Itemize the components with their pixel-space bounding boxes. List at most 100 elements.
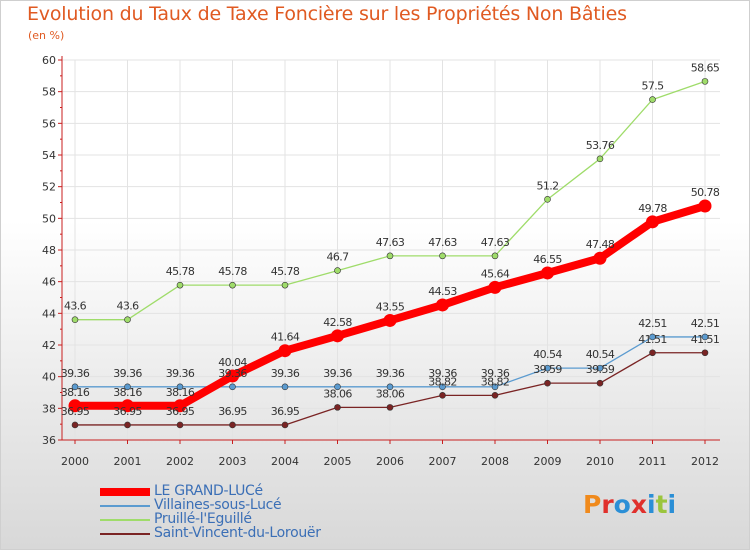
data-label: 36.95 — [218, 405, 247, 418]
series-point — [596, 364, 604, 372]
legend-swatch — [100, 533, 150, 535]
series-point — [488, 280, 502, 294]
data-label: 51.2 — [536, 179, 558, 192]
series-point — [646, 215, 659, 229]
data-label: 36.95 — [61, 405, 90, 418]
series-point — [383, 313, 397, 327]
data-label: 39.36 — [166, 367, 195, 380]
series-point — [649, 333, 656, 341]
series-point — [68, 399, 82, 413]
series-point — [439, 252, 446, 260]
series-point — [71, 383, 79, 391]
logo-letter: i — [647, 490, 656, 519]
x-tick-label: 2005 — [324, 455, 352, 468]
data-label: 36.95 — [166, 405, 195, 418]
x-tick-label: 2001 — [114, 455, 142, 468]
series-point — [334, 267, 341, 274]
proxiti-logo: Proxiti — [583, 490, 676, 519]
data-label: 39.36 — [376, 367, 405, 380]
x-tick-label: 2006 — [376, 455, 404, 468]
logo-letter: r — [601, 490, 614, 519]
data-label: 42.51 — [638, 317, 667, 330]
data-label: 53.76 — [586, 139, 615, 152]
series-point — [121, 399, 134, 413]
y-tick-label: 38 — [42, 402, 56, 415]
series-point — [331, 329, 344, 343]
data-label: 47.63 — [428, 236, 457, 249]
legend-swatch — [100, 488, 150, 496]
logo-letter: i — [667, 490, 677, 519]
series-point — [124, 421, 131, 429]
data-label: 46.55 — [533, 253, 562, 266]
series-point — [124, 316, 131, 323]
series-point — [334, 404, 341, 411]
x-tick-label: 2009 — [534, 455, 562, 468]
series-point — [176, 383, 184, 391]
data-label: 45.64 — [481, 267, 510, 280]
legend-swatch — [100, 519, 150, 521]
data-label: 36.95 — [271, 405, 300, 418]
data-label: 39.36 — [113, 367, 142, 380]
series-layer — [68, 78, 712, 429]
series-point — [71, 316, 79, 323]
series-point — [386, 383, 394, 391]
series-point — [176, 421, 184, 429]
data-label: 39.36 — [481, 367, 510, 380]
x-tick-label: 2012 — [691, 455, 719, 468]
series-point — [278, 344, 292, 358]
data-label: 47.48 — [586, 238, 615, 251]
x-tick-label: 2007 — [429, 455, 457, 468]
data-label: 39.59 — [533, 363, 562, 376]
series-point — [596, 155, 604, 163]
series-point — [386, 252, 394, 260]
logo-letter: t — [655, 490, 668, 519]
series-point — [541, 266, 554, 280]
chart-title: Evolution du Taux de Taxe Foncière sur l… — [27, 3, 627, 25]
legend-label: Pruillé-l'Eguillé — [154, 511, 252, 527]
data-label: 41.51 — [638, 333, 667, 346]
data-label: 38.82 — [481, 375, 510, 388]
data-labels: 38.16 38.16 38.16 40.04 41.64 42.58 43.55 44.53… — [61, 61, 721, 418]
series-point — [436, 298, 449, 312]
data-label: 47.63 — [376, 236, 405, 249]
series-point — [124, 383, 131, 391]
series-point — [281, 281, 289, 289]
series-point — [226, 369, 239, 383]
y-tick-label: 36 — [42, 434, 56, 447]
series-point — [334, 383, 341, 391]
y-tick-label: 42 — [42, 339, 56, 352]
series-point — [544, 364, 551, 372]
series-point — [491, 383, 499, 391]
data-label: 38.06 — [376, 387, 405, 400]
series-point — [491, 392, 499, 399]
series-point — [701, 78, 709, 85]
series-point — [544, 379, 551, 387]
data-label: 38.82 — [428, 375, 457, 388]
x-tick-label: 2010 — [586, 455, 614, 468]
series-point — [544, 196, 551, 203]
data-label: 49.78 — [638, 202, 667, 215]
series-point — [701, 349, 709, 357]
series-point — [176, 281, 184, 289]
data-label: 39.59 — [586, 363, 615, 376]
data-label: 39.36 — [61, 367, 90, 380]
data-label: 41.64 — [271, 331, 300, 344]
data-label: 58.65 — [691, 61, 720, 74]
data-label: 40.54 — [533, 348, 562, 361]
y-tick-label: 58 — [42, 86, 56, 99]
series-point — [71, 421, 79, 429]
series-point — [281, 383, 289, 391]
series-point — [701, 333, 709, 341]
data-label: 41.51 — [691, 333, 720, 346]
series-point — [439, 383, 446, 391]
y-tick-label: 44 — [42, 307, 56, 320]
x-tick-label: 2002 — [166, 455, 194, 468]
data-label: 43.6 — [116, 300, 139, 313]
series-point — [281, 421, 289, 429]
x-tick-label: 2008 — [481, 455, 509, 468]
x-tick-label: 2004 — [271, 455, 299, 468]
series-point — [649, 96, 656, 103]
y-tick-label: 50 — [42, 212, 56, 225]
logo-letter: P — [583, 490, 602, 519]
